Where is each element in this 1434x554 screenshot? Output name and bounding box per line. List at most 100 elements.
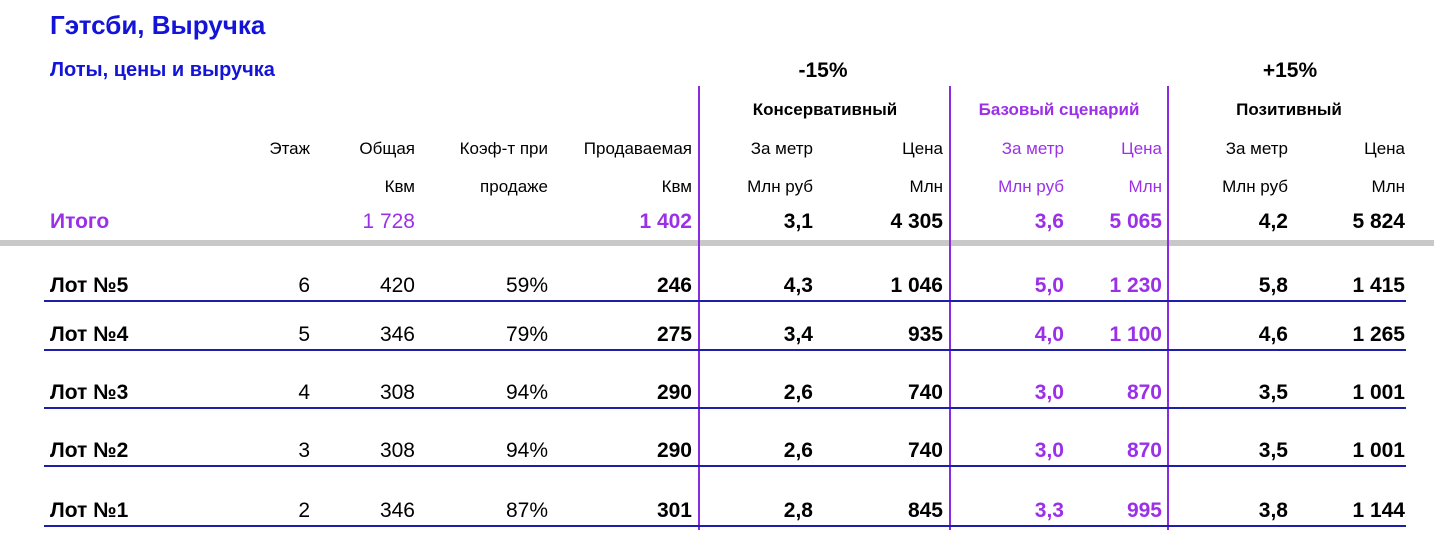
cell: 79% bbox=[505, 323, 548, 346]
cell: 94% bbox=[505, 439, 548, 462]
cell: 5,8 bbox=[1258, 274, 1288, 297]
column-header: Этаж bbox=[269, 139, 310, 158]
cell: 5,0 bbox=[1034, 274, 1064, 297]
cell: 3,0 bbox=[1034, 381, 1064, 404]
cell: 3,8 bbox=[1258, 499, 1288, 522]
total-cell: 4 305 bbox=[890, 210, 943, 233]
cell: 301 bbox=[656, 499, 692, 522]
column-header: Цена bbox=[1121, 139, 1162, 158]
cell: 346 bbox=[379, 499, 415, 522]
total-cell: 5 824 bbox=[1352, 210, 1405, 233]
cell: 1 001 bbox=[1352, 381, 1405, 404]
cell: 4,3 bbox=[783, 274, 813, 297]
cell: 346 bbox=[379, 323, 415, 346]
column-header: Млн руб bbox=[998, 177, 1064, 196]
cell: 2,6 bbox=[783, 439, 813, 462]
cell: 4,6 bbox=[1258, 323, 1288, 346]
cell: 246 bbox=[656, 274, 692, 297]
column-header: За метр bbox=[750, 139, 813, 158]
cell: 1 265 bbox=[1352, 323, 1405, 346]
cell: 1 046 bbox=[890, 274, 943, 297]
column-header: Общая bbox=[359, 139, 415, 158]
cell: 1 415 bbox=[1352, 274, 1405, 297]
cell: 2 bbox=[298, 499, 310, 522]
cell: 3,0 bbox=[1034, 439, 1064, 462]
cell: 5 bbox=[298, 323, 310, 346]
cell: 870 bbox=[1126, 439, 1162, 462]
scenario-name: Позитивный bbox=[1236, 100, 1342, 119]
lot-label: Лот №4 bbox=[50, 323, 129, 346]
cell: 2,8 bbox=[783, 499, 813, 522]
lot-label: Лот №1 bbox=[50, 499, 129, 522]
total-cell: 4,2 bbox=[1258, 210, 1288, 233]
column-header: Млн bbox=[1371, 177, 1405, 196]
column-header: Продаваемая bbox=[583, 139, 692, 158]
scenario-name: Консервативный bbox=[752, 100, 898, 119]
column-header: Млн руб bbox=[1222, 177, 1288, 196]
cell: 870 bbox=[1126, 381, 1162, 404]
cell: 1 001 bbox=[1352, 439, 1405, 462]
cell: 87% bbox=[505, 499, 548, 522]
cell: 3,5 bbox=[1258, 381, 1288, 404]
cell: 740 bbox=[907, 381, 943, 404]
cell: 845 bbox=[907, 499, 943, 522]
divider bbox=[1167, 86, 1169, 530]
cell: 308 bbox=[379, 439, 415, 462]
cell: 420 bbox=[379, 274, 415, 297]
cell: 94% bbox=[505, 381, 548, 404]
column-header: Млн руб bbox=[747, 177, 813, 196]
cell: 290 bbox=[656, 381, 692, 404]
column-header: За метр bbox=[1225, 139, 1288, 158]
cell: 995 bbox=[1126, 499, 1162, 522]
column-header: продаже bbox=[480, 177, 548, 196]
scenario-name: Базовый сценарий bbox=[978, 100, 1140, 119]
column-header: Млн bbox=[1128, 177, 1162, 196]
column-header: Цена bbox=[1364, 139, 1405, 158]
divider bbox=[698, 86, 700, 530]
row-line bbox=[44, 525, 1406, 527]
total-cell: 1 728 bbox=[362, 210, 415, 233]
scenario-change: +15% bbox=[1262, 59, 1318, 82]
column-header: Квм bbox=[384, 177, 415, 196]
cell: 3,5 bbox=[1258, 439, 1288, 462]
lot-label: Лот №2 bbox=[50, 439, 129, 462]
column-header: Квм bbox=[661, 177, 692, 196]
cell: 4 bbox=[298, 381, 310, 404]
lot-label: Лот №3 bbox=[50, 381, 129, 404]
total-cell: 3,6 bbox=[1034, 210, 1064, 233]
cell: 935 bbox=[907, 323, 943, 346]
cell: 3,4 bbox=[783, 323, 813, 346]
cell: 1 144 bbox=[1352, 499, 1405, 522]
cell: 4,0 bbox=[1034, 323, 1064, 346]
cell: 308 bbox=[379, 381, 415, 404]
column-header: Цена bbox=[902, 139, 943, 158]
column-header: Млн bbox=[909, 177, 943, 196]
row-line bbox=[44, 465, 1406, 467]
total-cell: 3,1 bbox=[783, 210, 813, 233]
cell: 740 bbox=[907, 439, 943, 462]
divider bbox=[949, 86, 951, 530]
cell: 275 bbox=[656, 323, 692, 346]
title: Гэтсби, Выручка bbox=[50, 10, 266, 40]
row-line bbox=[44, 349, 1406, 351]
row-line bbox=[44, 300, 1406, 302]
lot-label: Лот №5 bbox=[50, 274, 129, 297]
row-line bbox=[44, 407, 1406, 409]
cell: 59% bbox=[505, 274, 548, 297]
cell: 1 230 bbox=[1109, 274, 1162, 297]
cell: 1 100 bbox=[1109, 323, 1162, 346]
column-header: За метр bbox=[1001, 139, 1064, 158]
cell: 6 bbox=[298, 274, 310, 297]
total-cell: 5 065 bbox=[1109, 210, 1162, 233]
total-separator bbox=[0, 240, 1434, 246]
subtitle: Лоты, цены и выручка bbox=[50, 59, 275, 81]
scenario-change: -15% bbox=[798, 59, 848, 82]
cell: 3,3 bbox=[1034, 499, 1064, 522]
column-header: Коэф-т при bbox=[459, 139, 548, 158]
total-label: Итого bbox=[50, 210, 110, 233]
cell: 290 bbox=[656, 439, 692, 462]
total-cell: 1 402 bbox=[639, 210, 692, 233]
cell: 2,6 bbox=[783, 381, 813, 404]
cell: 3 bbox=[298, 439, 310, 462]
